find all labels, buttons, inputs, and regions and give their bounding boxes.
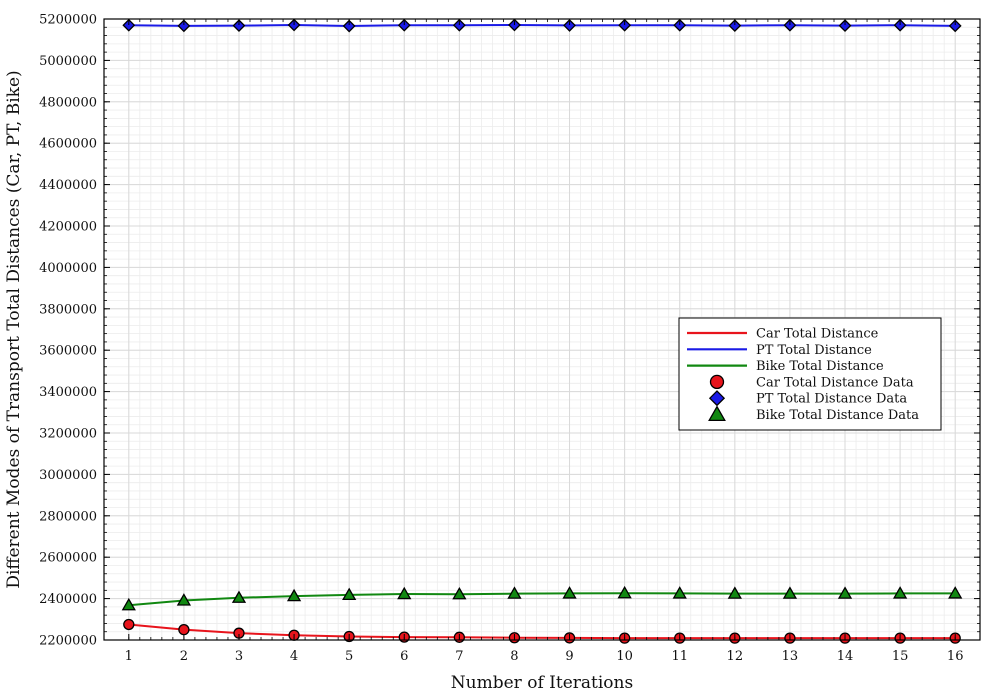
pt-total-distance-point [893, 18, 907, 32]
bike-total-distance-point [286, 588, 302, 602]
y-tick-label: 3200000 [39, 427, 97, 442]
legend-swatch-pt-total-distance-data-marker [708, 390, 726, 407]
bike-total-distance-point [837, 586, 853, 599]
y-tick-label: 3400000 [39, 385, 97, 400]
legend-box [678, 317, 942, 431]
x-tick-label: 7 [455, 649, 463, 664]
pt-total-distance-point [508, 18, 521, 32]
car-total-distance-point [178, 624, 190, 636]
pt-total-distance-point [177, 19, 191, 33]
y-tick-label: 2600000 [39, 551, 97, 566]
bike-total-distance-point [231, 590, 247, 603]
pt-total-distance-point [618, 18, 632, 32]
bike-total-distance-point [892, 586, 908, 599]
y-tick-label: 4400000 [39, 178, 97, 193]
axes: 2200000 2400000 2600000 2800000 3000000 32000… [39, 13, 981, 664]
y-tick-label: 5200000 [39, 13, 97, 28]
y-tick-label: 4000000 [39, 261, 97, 276]
bike-total-distance-point [397, 586, 412, 600]
series-layer [121, 18, 963, 644]
bike-total-distance-point [948, 586, 963, 599]
pt-total-distance-point [397, 18, 411, 32]
y-tick-label: 3600000 [39, 344, 97, 359]
y-tick-label: 2400000 [39, 592, 97, 607]
bike-total-distance-point [176, 593, 192, 606]
y-tick-label: 3000000 [39, 468, 97, 483]
bike-total-distance-point [727, 586, 742, 599]
x-tick-label: 4 [290, 649, 298, 664]
x-tick-label: 16 [947, 649, 964, 664]
x-tick-label: 3 [235, 649, 243, 664]
pt-total-distance-point [232, 19, 246, 33]
legend-label-pt-total-distance-data: PT Total Distance Data [756, 392, 907, 407]
bike-total-distance-point [672, 586, 687, 599]
pt-total-distance-point [783, 18, 797, 32]
pt-total-distance-point [287, 18, 301, 32]
pt-total-distance-point [563, 18, 576, 32]
y-tick-label: 4200000 [39, 220, 97, 235]
legend-label-bike-total-distance: Bike Total Distance [756, 359, 884, 374]
x-tick-label: 15 [892, 649, 909, 664]
legend-swatch-bike-total-distance-data-marker [708, 405, 726, 422]
bike-total-distance-point [562, 586, 577, 599]
x-tick-label: 12 [727, 649, 744, 664]
car-total-distance-series [123, 618, 961, 644]
bike-total-distance-line [128, 592, 956, 607]
legend-swatch-car-total-distance-data-marker [709, 374, 725, 390]
x-tick-label: 11 [671, 649, 688, 664]
y-tick-label: 3800000 [39, 302, 97, 317]
bike-total-distance-point [342, 587, 357, 601]
bike-total-distance-point [782, 586, 798, 599]
x-tick-label: 10 [616, 649, 633, 664]
pt-total-distance-series [122, 18, 962, 33]
bike-total-distance-point [121, 597, 136, 611]
y-tick-label: 4800000 [39, 95, 97, 110]
pt-total-distance-point [342, 19, 356, 33]
legend-label-car-total-distance: Car Total Distance [756, 327, 879, 342]
y-tick-label: 4600000 [39, 137, 97, 152]
legend-label-car-total-distance-data: Car Total Distance Data [756, 375, 914, 390]
bike-total-distance-point [617, 585, 632, 599]
bike-total-distance-point [452, 586, 467, 600]
x-tick-label: 2 [180, 649, 188, 664]
pt-total-distance-point [728, 19, 742, 33]
x-tick-label: 6 [400, 649, 408, 664]
y-tick-label: 2200000 [39, 634, 97, 649]
x-tick-label: 5 [345, 649, 353, 664]
car-total-distance-point [123, 618, 135, 631]
x-tick-label: 14 [837, 649, 854, 664]
y-tick-label: 2800000 [39, 509, 97, 524]
pt-total-distance-point [673, 18, 687, 32]
x-tick-label: 13 [782, 649, 799, 664]
bike-total-distance-point [507, 586, 522, 599]
legend-label-pt-total-distance: PT Total Distance [756, 343, 872, 358]
pt-total-distance-point [122, 18, 136, 32]
car-total-distance-line [128, 623, 956, 640]
pt-total-distance-point [838, 19, 852, 33]
x-axis-title: Number of Iterations [451, 673, 633, 693]
x-tick-label: 8 [510, 649, 518, 664]
pt-total-distance-point [452, 18, 466, 32]
pt-total-distance-line [128, 23, 956, 28]
x-tick-label: 9 [565, 649, 573, 664]
y-axis-title: Different Modes of Transport Total Dista… [4, 70, 24, 588]
y-tick-label: 5000000 [39, 54, 97, 69]
x-tick-label: 1 [125, 649, 133, 664]
bike-total-distance-series [121, 585, 963, 611]
plot-frame [103, 18, 981, 641]
pt-total-distance-point [948, 19, 962, 33]
legend-label-bike-total-distance-data: Bike Total Distance Data [756, 408, 919, 423]
